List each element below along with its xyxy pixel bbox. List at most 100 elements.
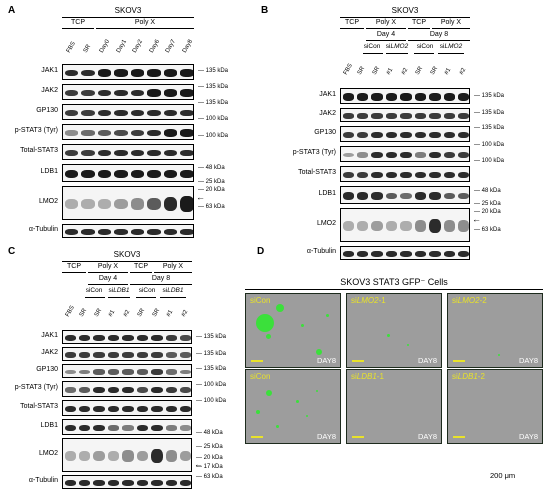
lane-label: Day2 [131,38,145,54]
blot-band [165,405,178,413]
group-tcp: TCP [134,263,148,270]
gfp-cell [301,324,304,327]
panel-title: SKOV3 [113,250,141,259]
row-label: α-Tubulin [28,226,58,233]
blot-band [64,228,78,236]
kda-marker: — 48 kDa [198,165,225,171]
scale-bar [251,360,263,362]
day-label: DAY8 [417,356,437,365]
blot-band [81,109,95,117]
blot-strip [62,419,192,435]
lane-label: FBS [65,40,77,54]
scale-bar [251,436,263,438]
si-label: siCon [416,43,434,50]
blot-band [400,151,412,159]
kda-marker: — 25 kDa [196,444,223,450]
blot-band [180,129,193,137]
gfp-cell [266,334,271,339]
blot-strip [62,104,194,120]
blot-band [429,250,441,258]
blot-band [458,250,469,258]
blot-band [371,131,383,139]
blot-band [97,199,111,209]
row-label: LDB1 [318,190,336,197]
blot-band [429,192,441,200]
lane-label: SR [429,65,439,76]
blot-band [165,369,178,375]
blot-band [180,69,193,77]
blot-band [151,386,163,394]
blot-band [443,93,456,101]
panel-label: D [257,246,265,257]
blot-band [414,250,427,258]
kda-marker: — 135 kDa [474,93,505,99]
microscopy-image: siLDB1-2 DAY8 [447,369,543,444]
lane-label: Day0 [98,38,112,54]
lane-label: #1 [108,309,117,318]
blot-band [81,69,95,77]
blot-band [458,220,469,232]
blot-band [93,450,105,462]
row-label: LMO2 [38,198,58,205]
blot-band [356,250,369,258]
blot-band [180,228,193,236]
blot-band [107,405,120,413]
lane-label: #2 [180,309,189,318]
day-label: DAY8 [417,432,437,441]
blot-band [151,369,163,375]
blot-band [371,220,383,232]
kda-marker: — 135 kDa [474,125,505,131]
blot-band [385,113,398,119]
blot-band [130,129,144,137]
blot-band [122,425,134,431]
day-label: Day 8 [429,31,449,38]
blot-band [414,93,427,101]
blot-band [400,221,412,231]
blot-band [147,69,161,77]
gfp-cell [296,400,299,403]
blot-band [458,93,469,101]
gfp-cell [306,415,308,417]
gfp-cell [387,334,390,337]
blot-band [130,109,144,117]
kda-marker: — 25 kDa [198,179,225,185]
blot-band [81,130,95,136]
blot-band [136,450,149,462]
blot-band [458,171,469,179]
kda-marker: — 63 kDa [474,227,501,233]
lane-label: SR [82,43,92,54]
lane-label: FBS [342,62,354,76]
panel-label: A [8,5,16,16]
blot-band [64,479,76,487]
blot-strip [62,400,192,416]
blot-strip [62,224,194,238]
row-label: LMO2 [316,220,336,227]
day-label: DAY8 [518,432,538,441]
lane-label: SR [371,65,381,76]
si-label: siLMO2 [439,43,463,50]
blot-band [147,129,161,137]
row-label: Total-STAT3 [20,403,58,410]
scale-bar [453,360,465,362]
blot-band [107,451,120,461]
blot-band [64,334,76,342]
row-label: JAK1 [41,332,58,339]
row-label: α-Tubulin [28,477,58,484]
blot-band [130,89,144,97]
blot-band [414,131,427,139]
si-label: siLMO2 [385,43,409,50]
blot-band [93,369,105,375]
blot-band [180,335,191,341]
blot-band [385,131,398,139]
blot-band [163,89,177,97]
blot-band [400,192,412,200]
blot-band [78,369,91,375]
day-label: DAY8 [316,356,336,365]
blot-band [414,171,427,179]
lane-label: SR [151,307,161,318]
gfp-cell [407,344,409,346]
lane-label: SR [357,65,367,76]
blot-band [180,109,193,117]
blot-band [93,386,105,394]
row-label: JAK2 [41,87,58,94]
